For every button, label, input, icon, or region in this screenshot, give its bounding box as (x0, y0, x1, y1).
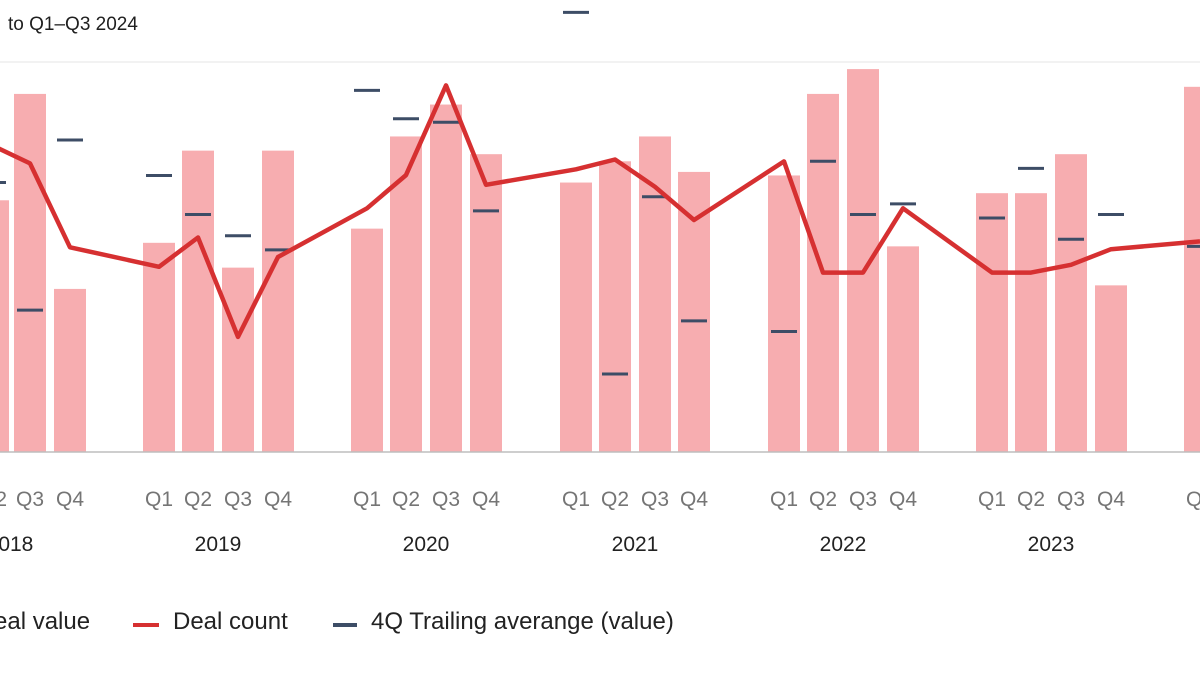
value-bar (639, 136, 671, 453)
quarter-tick-label: Q1 (145, 488, 173, 511)
avg-series (0, 10, 1200, 376)
legend: eal value Deal count 4Q Trailing averang… (0, 608, 1200, 642)
value-bar (1184, 86, 1200, 453)
quarter-tick-label: Q4 (56, 488, 84, 511)
value-bar (847, 69, 879, 452)
year-labels: 2018 2019 2020 2021 2022 2023 (0, 533, 1074, 556)
value-bar (222, 267, 254, 452)
value-bar (351, 228, 383, 452)
value-bar (14, 93, 46, 452)
legend-label-value: eal value (0, 608, 91, 635)
value-bar (390, 136, 422, 453)
legend-item-value: eal value (0, 608, 90, 636)
quarter-tick-label: Q1 (770, 488, 798, 511)
quarter-tick-label: Q4 (472, 488, 500, 511)
legend-dash-swatch (333, 623, 357, 627)
quarter-tick-label: Q3 (849, 488, 877, 511)
value-bar (262, 150, 294, 453)
legend-label-avg: 4Q Trailing averange (value) (371, 608, 674, 635)
quarter-tick-label: Q3 (641, 488, 669, 511)
quarter-tick-label: Q3 (1057, 488, 1085, 511)
chart-subtitle: to Q1–Q3 2024 (8, 14, 138, 35)
year-label: 2018 (0, 533, 33, 556)
quarter-tick-label: Q4 (680, 488, 708, 511)
value-bar (0, 200, 9, 452)
value-bar (768, 175, 800, 453)
value-bar (976, 193, 1008, 452)
quarter-tick-label: Q4 (264, 488, 292, 511)
year-label: 2023 (1028, 533, 1075, 556)
value-bar (430, 104, 462, 452)
value-bar (54, 288, 86, 452)
value-bar (1095, 285, 1127, 452)
value-bar (560, 182, 592, 452)
quarter-tick-label: Q2 (809, 488, 837, 511)
year-label: 2022 (820, 533, 867, 556)
legend-label-count: Deal count (173, 608, 288, 635)
value-bar (182, 150, 214, 453)
quarter-tick-label: Q3 (16, 488, 44, 511)
deal-count-line (0, 83, 1200, 340)
value-bar (470, 154, 502, 452)
quarter-tick-label: Q1 (1186, 488, 1200, 511)
value-bar (1015, 193, 1047, 452)
quarter-tick-label: Q2 (392, 488, 420, 511)
value-bar (1055, 154, 1087, 452)
legend-line-swatch (133, 623, 159, 627)
value-bar (887, 246, 919, 452)
quarter-tick-label: Q2 (0, 488, 7, 511)
quarter-tick-label: Q1 (353, 488, 381, 511)
bar-series (0, 69, 1200, 453)
x-tick-labels: Q2 Q3 Q4 Q1 Q2 Q3 Q4 Q1 Q2 Q3 Q4 Q1 Q2 Q3 Q4 Q1 Q2 Q3 Q4 Q1… (0, 488, 1200, 511)
value-bar (143, 242, 175, 452)
value-bar (599, 161, 631, 453)
quarter-tick-label: Q1 (562, 488, 590, 511)
quarter-tick-label: Q2 (184, 488, 212, 511)
year-label: 2019 (195, 533, 242, 556)
quarter-tick-label: Q2 (601, 488, 629, 511)
quarter-tick-label: Q4 (1097, 488, 1125, 511)
quarter-tick-label: Q3 (224, 488, 252, 511)
year-label: 2020 (403, 533, 450, 556)
quarter-tick-label: Q1 (978, 488, 1006, 511)
quarter-tick-label: Q2 (1017, 488, 1045, 511)
quarter-tick-label: Q4 (889, 488, 917, 511)
year-label: 2021 (612, 533, 659, 556)
quarter-tick-label: Q3 (432, 488, 460, 511)
